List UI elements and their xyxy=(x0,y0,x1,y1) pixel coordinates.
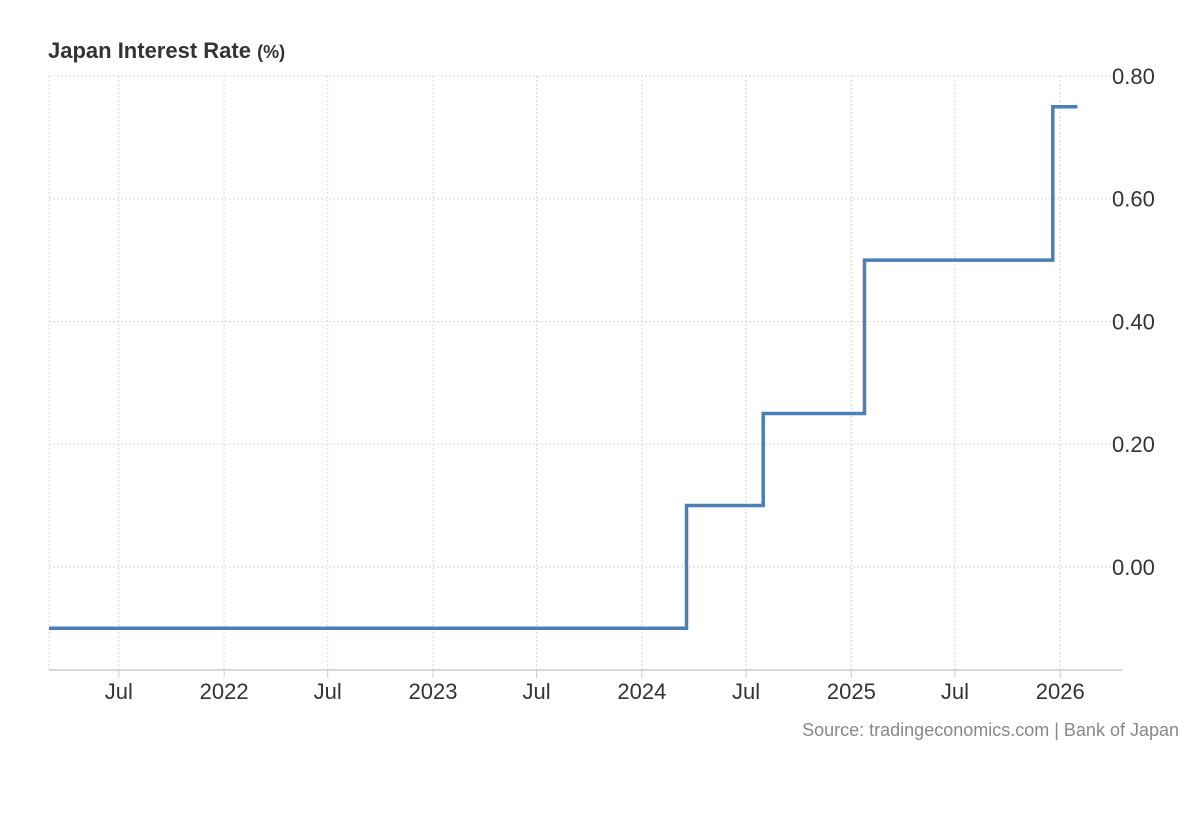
y-tick-label: 0.60 xyxy=(1112,187,1155,212)
x-tick-label: Jul xyxy=(941,679,969,704)
series-line-interest-rate xyxy=(49,104,1078,631)
x-tick-label: 2025 xyxy=(827,679,876,704)
chart-title: Japan Interest Rate (%) xyxy=(48,38,285,64)
x-tick-label: 2023 xyxy=(409,679,458,704)
grid-lines xyxy=(48,75,1122,670)
source-note[interactable]: Source: tradingeconomics.com | Bank of J… xyxy=(802,720,1179,740)
x-tick-label: Jul xyxy=(105,679,133,704)
x-tick-label: Jul xyxy=(523,679,551,704)
x-tick-label: 2026 xyxy=(1036,679,1085,704)
chart-title-text: Japan Interest Rate xyxy=(48,38,251,63)
y-tick-label: 0.80 xyxy=(1112,64,1155,89)
series-layer xyxy=(49,104,1078,631)
x-tick-label: 2022 xyxy=(200,679,249,704)
x-tick-label: 2024 xyxy=(617,679,666,704)
y-tick-label: 0.40 xyxy=(1112,309,1155,334)
y-tick-label: 0.20 xyxy=(1112,432,1155,457)
tick-labels: 0.00 0.20 0.40 0.60 0.80 Jul 2022 Jul 2023 Jul 202… xyxy=(105,64,1155,704)
chart-title-unit: (%) xyxy=(257,42,286,62)
x-tick-label: Jul xyxy=(314,679,342,704)
y-tick-label: 0.00 xyxy=(1112,555,1155,580)
axes xyxy=(49,669,1122,678)
x-tick-label: Jul xyxy=(732,679,760,704)
